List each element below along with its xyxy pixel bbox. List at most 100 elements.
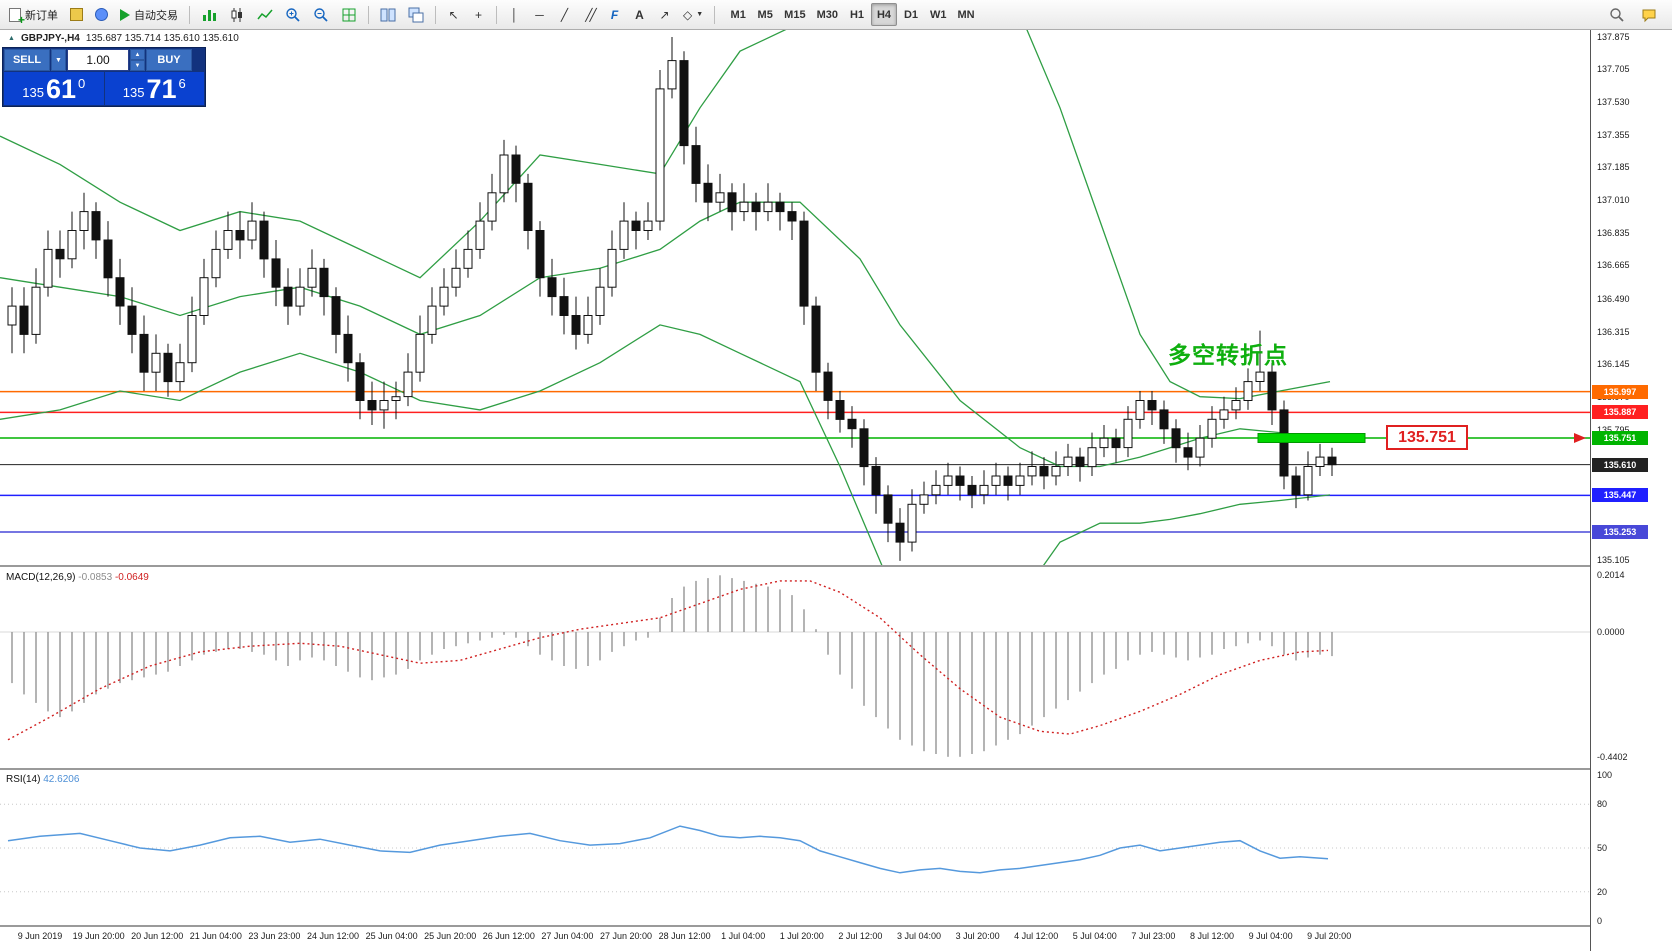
- timeframe-button-m15[interactable]: M15: [784, 8, 806, 21]
- red-arrow-icon: [1574, 433, 1586, 444]
- arrow-tool-button[interactable]: ↗: [653, 3, 676, 26]
- rsi-panel-canvas[interactable]: [0, 770, 1590, 925]
- axis-tick-label: 137.185: [1597, 162, 1630, 173]
- macd-readout: MACD(12,26,9) -0.0853 -0.0649: [6, 572, 149, 583]
- new-order-label: 新订单: [25, 9, 58, 22]
- crosshair-tool-button[interactable]: +: [467, 3, 490, 26]
- price-badge: 135.997: [1592, 384, 1648, 399]
- timeframe-button-m1[interactable]: M1: [730, 8, 746, 21]
- toolbar-separator: [368, 5, 369, 24]
- axis-tick-label: 137.705: [1597, 64, 1630, 75]
- price-axis[interactable]: 137.875 137.705 137.530 137.355 137.185 137.0…: [1591, 30, 1672, 951]
- axis-tick-label: 137.530: [1597, 97, 1630, 108]
- cascade-windows-icon: [408, 7, 424, 22]
- shapes-dropdown-button[interactable]: ◇ ▼: [678, 3, 708, 26]
- buy-price-prefix: 135: [122, 85, 145, 100]
- time-label: 4 Jul 12:00: [1014, 931, 1059, 941]
- text-tool-icon: A: [635, 7, 644, 22]
- timeframe-button-h4[interactable]: H4: [870, 3, 897, 26]
- new-order-button[interactable]: 新订单: [4, 3, 63, 27]
- symbol-tick-icon: ▲: [8, 35, 15, 42]
- time-axis[interactable]: 9 Jun 2019 19 Jun 20:00 20 Jun 12:00 21 Jun…: [0, 927, 1590, 951]
- axis-tick-label: 137.875: [1597, 32, 1630, 42]
- time-label: 21 Jun 04:00: [189, 931, 242, 941]
- axis-tick-label: 0.0000: [1597, 627, 1625, 637]
- volume-up-button[interactable]: ▲: [130, 49, 145, 60]
- profiles-button[interactable]: [90, 3, 113, 26]
- chart-annotation-text[interactable]: 多空转折点: [1168, 342, 1288, 368]
- time-label: 27 Jun 04:00: [541, 931, 594, 941]
- templates-button[interactable]: [65, 3, 88, 26]
- chat-icon: [1642, 9, 1656, 22]
- toolbar-separator: [714, 5, 716, 24]
- axis-tick-label: 50: [1597, 843, 1608, 853]
- macd-signal-value: -0.0649: [114, 572, 149, 583]
- trendline-tool-button[interactable]: ╱: [553, 3, 576, 26]
- autotrading-button[interactable]: 自动交易: [115, 3, 183, 26]
- rsi-readout: RSI(14) 42.6206: [6, 774, 79, 785]
- fibonacci-tool-button[interactable]: F: [603, 3, 626, 26]
- symbol-readout: ▲ GBPJPY-,H4 135.687 135.714 135.610 135…: [8, 33, 239, 44]
- axis-tick-label: 136.665: [1597, 260, 1630, 271]
- cursor-tool-button[interactable]: ↖: [442, 3, 465, 26]
- candlestick-chart-icon: [231, 7, 242, 22]
- zoom-in-button[interactable]: [280, 3, 306, 26]
- axis-tick-label: 137.355: [1597, 130, 1630, 141]
- line-chart-icon: [257, 9, 273, 19]
- panel-separator[interactable]: [0, 565, 1672, 567]
- channel-tool-button[interactable]: ╱╱: [578, 3, 601, 26]
- horizontal-line-tool-button[interactable]: ─: [528, 3, 551, 26]
- sell-quote[interactable]: 135 61 0: [4, 72, 104, 105]
- buy-button[interactable]: BUY: [146, 49, 192, 71]
- time-label: 9 Jul 04:00: [1248, 931, 1293, 941]
- time-label: 1 Jul 04:00: [721, 931, 766, 941]
- axis-tick-label: 136.315: [1597, 326, 1630, 337]
- cascade-windows-button[interactable]: [403, 3, 429, 26]
- buy-quote[interactable]: 135 71 6: [104, 72, 204, 105]
- volume-down-button[interactable]: ▼: [130, 60, 145, 71]
- time-label: 5 Jul 04:00: [1072, 931, 1117, 941]
- axis-tick-label: 135.105: [1597, 555, 1630, 565]
- chat-button[interactable]: [1636, 3, 1662, 26]
- timeframe-button-w1[interactable]: W1: [929, 8, 947, 21]
- time-label: 25 Jun 04:00: [365, 931, 418, 941]
- tile-windows-button[interactable]: [375, 3, 401, 26]
- text-tool-button[interactable]: A: [628, 3, 651, 26]
- search-button[interactable]: [1604, 3, 1630, 26]
- panel-separator[interactable]: [0, 768, 1672, 770]
- main-chart-canvas[interactable]: [0, 30, 1590, 565]
- macd-main-value: -0.0853: [78, 572, 113, 583]
- axis-tick-label: 20: [1597, 886, 1608, 897]
- panel-separator[interactable]: [0, 925, 1672, 927]
- templates-icon: [70, 8, 83, 21]
- toolbar-right-group: [1604, 3, 1668, 26]
- bar-chart-button[interactable]: [196, 3, 222, 26]
- sell-price-pip: 0: [78, 76, 86, 91]
- timeframe-button-d1[interactable]: D1: [903, 8, 919, 21]
- search-icon: [1610, 7, 1624, 22]
- vertical-line-tool-button[interactable]: │: [503, 3, 526, 26]
- line-chart-button[interactable]: [252, 3, 278, 26]
- volume-input[interactable]: [67, 49, 129, 71]
- highlight-band[interactable]: [1257, 433, 1366, 443]
- toolbar: 新订单 自动交易: [0, 0, 1672, 30]
- axis-tick-label: -0.4402: [1597, 751, 1628, 762]
- price-level-flag[interactable]: 135.751: [1386, 425, 1468, 450]
- time-label: 1 Jul 20:00: [779, 931, 824, 941]
- macd-panel-canvas[interactable]: [0, 567, 1590, 768]
- zoom-out-button[interactable]: [308, 3, 334, 26]
- timeframe-button-m5[interactable]: M5: [757, 8, 773, 21]
- timeframe-button-h1[interactable]: H1: [849, 8, 865, 21]
- vertical-line-icon: │: [510, 7, 519, 22]
- timeframe-button-mn[interactable]: MN: [957, 8, 975, 21]
- price-badge: 135.751: [1592, 431, 1648, 446]
- rsi-value: 42.6206: [43, 774, 80, 785]
- zoom-in-icon: [286, 7, 300, 22]
- timeframe-button-m30[interactable]: M30: [816, 8, 838, 21]
- candlestick-chart-button[interactable]: [224, 3, 250, 26]
- sell-button[interactable]: SELL: [4, 49, 50, 71]
- sell-price-big: 61: [45, 74, 76, 104]
- grid-button[interactable]: [336, 3, 362, 26]
- rsi-line: [7, 825, 1329, 874]
- volume-dropdown-button[interactable]: ▼: [51, 49, 66, 71]
